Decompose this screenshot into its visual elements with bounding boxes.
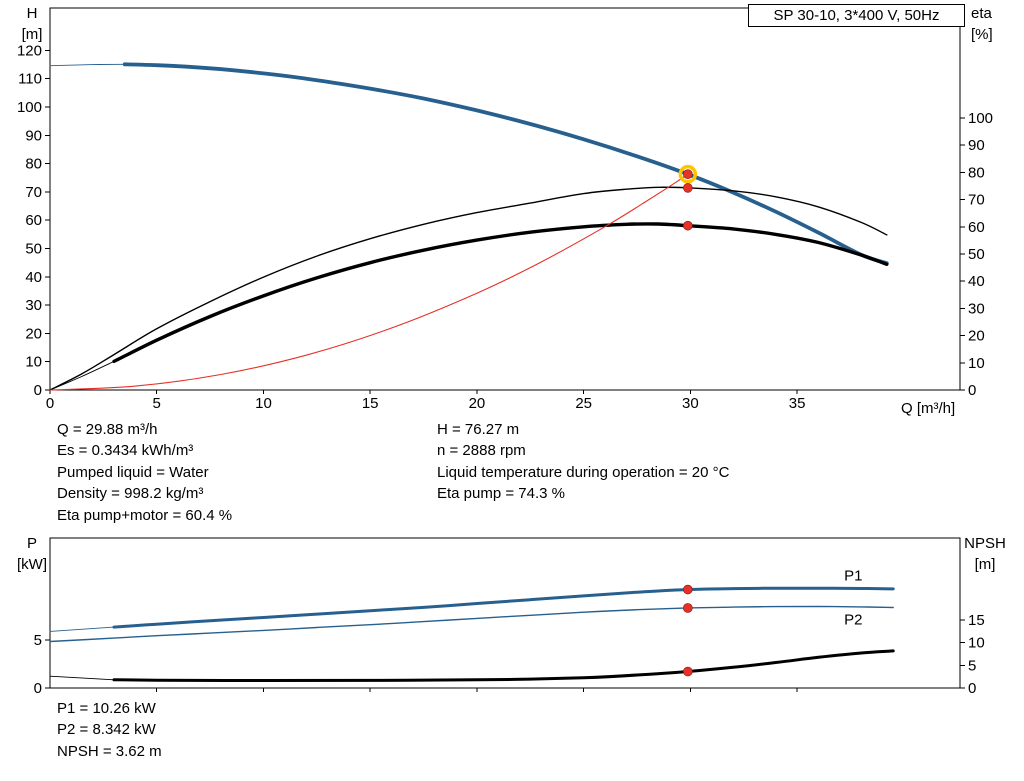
operating-data-right: H = 76.27 m n = 2888 rpm Liquid temperat… xyxy=(437,419,729,505)
results-block: P1 = 10.26 kW P2 = 8.342 kW NPSH = 3.62 … xyxy=(57,698,162,762)
p2-label: P2 xyxy=(844,612,862,629)
hq-efficiency-chart-x-tick-label: 30 xyxy=(682,395,699,412)
hq-efficiency-chart-x-tick-label: 5 xyxy=(153,395,161,412)
legend-pump-type: SP 30-10, 3*400 V, 50Hz xyxy=(773,7,940,24)
hq-efficiency-chart-x-tick-label: 15 xyxy=(362,395,379,412)
value-liquid-temperature: Liquid temperature during operation = 20… xyxy=(437,463,730,481)
h-axis-title-unit: [m] xyxy=(21,26,43,43)
hq-efficiency-chart-x-tick-label: 25 xyxy=(575,395,592,412)
npsh-axis-title-symbol: NPSH xyxy=(964,535,1006,552)
hq-efficiency-chart-left-tick-label: 0 xyxy=(34,382,42,399)
hq-efficiency-chart-right-tick-label: 40 xyxy=(968,273,985,290)
operating-data-left: Q = 29.88 m³/h Es = 0.3434 kWh/m³ Pumped… xyxy=(57,419,232,526)
hq-efficiency-chart-right-tick-label: 50 xyxy=(968,246,985,263)
hq-efficiency-chart-right-tick-label: 90 xyxy=(968,137,985,154)
p-axis-title-symbol: P xyxy=(26,535,37,552)
q-axis-title: Q [m³/h] xyxy=(901,400,956,417)
duty-point-eta-pump xyxy=(683,183,693,193)
hq-efficiency-chart-left-tick-label: 70 xyxy=(25,184,42,201)
p2-curve xyxy=(49,605,894,643)
hq-efficiency-chart-left-tick-label: 10 xyxy=(25,354,42,371)
power-npsh-chart-right-tick-label: 5 xyxy=(968,657,976,674)
duty-point-h xyxy=(683,169,693,179)
hq-efficiency-chart-right-tick-label: 0 xyxy=(968,382,976,399)
npsh-axis-title-unit: [m] xyxy=(974,556,996,573)
value-eta-pump: Eta pump = 74.3 % xyxy=(437,485,565,503)
power-npsh-chart-right-tick-label: 10 xyxy=(968,635,985,652)
hq-curve xyxy=(122,62,889,266)
hq-efficiency-chart-right-tick-label: 60 xyxy=(968,219,985,236)
h-axis-title-symbol: H xyxy=(26,5,38,22)
system-curve xyxy=(49,173,689,391)
hq-efficiency-chart-left-tick-label: 30 xyxy=(25,297,42,314)
hq-efficiency-chart-right-tick-label: 20 xyxy=(968,328,985,345)
hq-efficiency-chart-right-tick-label: 30 xyxy=(968,300,985,317)
hq-efficiency-chart-border xyxy=(49,7,961,391)
npsh-curve xyxy=(112,649,895,682)
power-npsh-chart-left-tick-label: 0 xyxy=(34,680,42,697)
value-eta-pump-motor: Eta pump+motor = 60.4 % xyxy=(57,506,233,524)
hq-efficiency-chart-right-tick-label: 10 xyxy=(968,355,985,372)
duty-point-p2 xyxy=(683,603,693,613)
duty-point-p1 xyxy=(683,584,693,595)
duty-point-eta-total xyxy=(683,220,693,231)
eta-pump-motor-curve-lead xyxy=(49,360,115,391)
p1-label: P1 xyxy=(844,568,862,585)
p-axis-title: P [kW] xyxy=(12,533,52,575)
power-npsh-chart-border xyxy=(49,537,961,689)
hq-efficiency-chart-left-tick-label: 20 xyxy=(25,325,42,342)
hq-efficiency-chart-left-tick-label: 90 xyxy=(25,127,42,144)
npsh-axis-title: NPSH [m] xyxy=(956,533,1014,575)
hq-efficiency-chart-left-tick-label: 80 xyxy=(25,156,42,173)
hq-efficiency-chart-right-tick-label: 80 xyxy=(968,164,985,181)
eta-axis-title: eta [%] xyxy=(971,3,1021,45)
value-n: n = 2888 rpm xyxy=(437,442,526,460)
p-axis-title-unit: [kW] xyxy=(17,556,47,573)
eta-axis-title-unit: [%] xyxy=(971,26,993,43)
eta-axis-title-symbol: eta xyxy=(971,5,992,22)
hq-efficiency-chart-left-tick-label: 110 xyxy=(18,71,42,88)
hq-efficiency-chart-left-tick-label: 60 xyxy=(25,212,42,229)
value-npsh: NPSH = 3.62 m xyxy=(57,742,162,760)
value-es: Es = 0.3434 kWh/m³ xyxy=(57,442,194,460)
hq-efficiency-chart-right-tick-label: 70 xyxy=(968,192,985,209)
value-density: Density = 998.2 kg/m³ xyxy=(57,485,204,503)
legend-box: SP 30-10, 3*400 V, 50Hz xyxy=(748,4,965,27)
value-p2: P2 = 8.342 kW xyxy=(57,721,156,739)
p1-curve-lead xyxy=(49,626,115,632)
power-npsh-chart-left-tick-label: 5 xyxy=(34,632,42,649)
eta-pump-motor-curve xyxy=(112,222,889,364)
hq-efficiency-chart-x-tick-label: 10 xyxy=(255,395,272,412)
hq-efficiency-chart-left-tick-label: 120 xyxy=(17,42,42,59)
hq-efficiency-chart-left-tick-label: 40 xyxy=(25,269,42,286)
value-p1: P1 = 10.26 kW xyxy=(57,700,156,717)
hq-efficiency-chart-x-tick-label: 20 xyxy=(469,395,486,412)
power-npsh-chart-right-tick-label: 0 xyxy=(968,680,976,697)
value-q: Q = 29.88 m³/h xyxy=(57,421,158,438)
hq-efficiency-chart-left-tick-label: 100 xyxy=(17,99,42,116)
p1-curve xyxy=(112,586,895,629)
duty-point-h-ring xyxy=(678,164,698,184)
hq-curve-lead xyxy=(49,63,126,67)
hq-efficiency-chart-x-tick-label: 35 xyxy=(789,395,806,412)
h-axis-title: H [m] xyxy=(14,3,50,45)
value-h: H = 76.27 m xyxy=(437,421,520,438)
hq-efficiency-chart-left-tick-label: 50 xyxy=(25,241,42,258)
hq-efficiency-chart-x-tick-label: 0 xyxy=(46,395,54,412)
hq-efficiency-chart-right-tick-label: 100 xyxy=(968,110,993,127)
power-npsh-chart-right-tick-label: 15 xyxy=(968,612,985,629)
value-pumped-liquid: Pumped liquid = Water xyxy=(57,463,209,481)
duty-point-npsh xyxy=(683,666,693,677)
eta-pump-curve xyxy=(49,186,888,391)
npsh-curve-lead xyxy=(49,675,115,681)
